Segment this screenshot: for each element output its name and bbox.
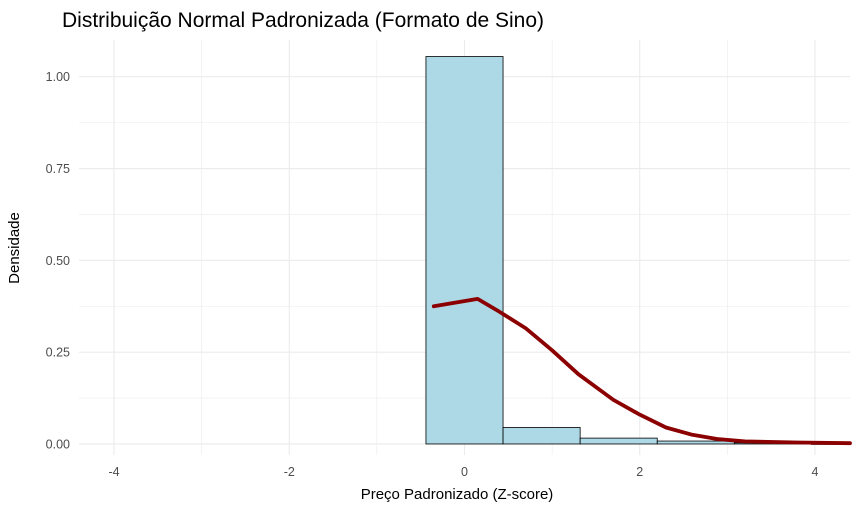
y-tick-label: 0.75 [46, 162, 70, 176]
x-tick-labels: -4 -2 0 2 4 [108, 465, 818, 479]
y-tick-label: 0.00 [46, 437, 70, 451]
chart-title: Distribuição Normal Padronizada (Formato… [62, 9, 544, 32]
x-tick-label: -2 [284, 465, 295, 479]
histogram-bar [502, 427, 581, 445]
y-tick-label: 0.50 [46, 254, 70, 268]
histogram-bar [579, 437, 658, 445]
y-tick-label: 0.25 [46, 346, 70, 360]
density-curve [431, 296, 852, 446]
y-tick-label: 1.00 [46, 70, 70, 84]
y-tick-labels: 0.00 0.25 0.50 0.75 1.00 [46, 70, 70, 451]
x-tick-label: 0 [461, 465, 468, 479]
histogram-bar [656, 440, 735, 445]
y-axis-title: Densidade [6, 212, 23, 284]
x-tick-label: -4 [108, 465, 119, 479]
histogram-bars [425, 56, 851, 445]
x-axis-title: Preço Padronizado (Z-score) [361, 486, 554, 503]
histogram-bar [425, 56, 504, 445]
density-curve-group [431, 296, 852, 446]
x-tick-label: 4 [811, 465, 818, 479]
x-tick-label: 2 [636, 465, 643, 479]
